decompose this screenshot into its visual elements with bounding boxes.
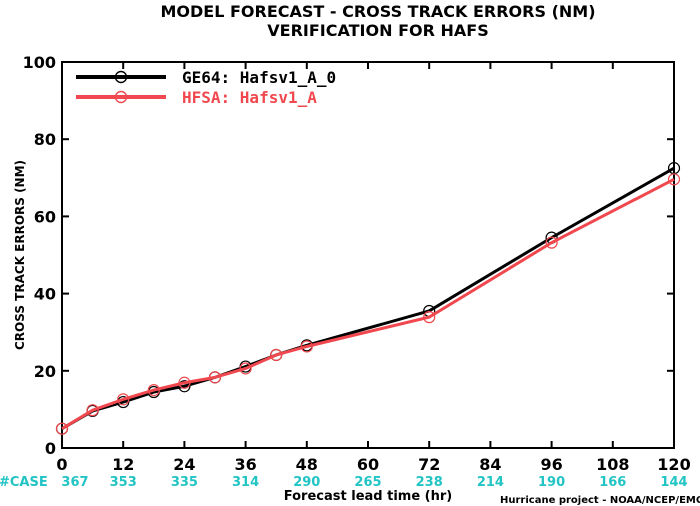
y-tick-label: 40 <box>34 285 56 304</box>
case-count: 367 <box>61 475 88 490</box>
data-point <box>423 311 436 324</box>
x-tick-label: 36 <box>234 455 256 474</box>
legend-label: GE64: Hafsv1_A_0 <box>182 68 336 87</box>
x-tick-label: 0 <box>56 455 67 474</box>
x-tick-label: 72 <box>418 455 440 474</box>
chart-title: MODEL FORECAST - CROSS TRACK ERRORS (NM) <box>160 2 595 21</box>
x-tick-label: 24 <box>173 455 195 474</box>
legend-item: HFSA: Hafsv1_A <box>76 88 317 107</box>
legend-label: HFSA: Hafsv1_A <box>182 88 317 107</box>
x-axis: 0 12 24 36 48 60 72 84 96 108 120 <box>56 62 691 474</box>
data-point <box>300 340 313 353</box>
data-point <box>270 348 283 362</box>
data-point <box>178 376 191 389</box>
chart-subtitle: VERIFICATION FOR HAFS <box>267 21 488 40</box>
case-count: 353 <box>110 475 137 490</box>
data-point <box>208 371 222 384</box>
data-point <box>667 173 681 186</box>
x-axis-label: Forecast lead time (hr) <box>284 489 452 504</box>
series-1 <box>55 173 681 435</box>
data-point <box>117 393 130 406</box>
case-count: 190 <box>538 475 565 490</box>
data-point <box>239 362 252 375</box>
x-tick-label: 96 <box>540 455 562 474</box>
credit-text: Hurricane project - NOAA/NCEP/EMC <box>500 495 700 506</box>
series-layer <box>55 162 681 435</box>
y-tick-label: 80 <box>34 130 56 149</box>
y-tick-label: 60 <box>34 207 56 226</box>
series-line <box>61 178 675 430</box>
data-point <box>178 380 191 393</box>
legend-item: GE64: Hafsv1_A_0 <box>76 68 336 87</box>
case-count: 144 <box>660 475 687 490</box>
case-count: 166 <box>599 475 626 490</box>
y-tick-label: 20 <box>34 362 56 381</box>
x-tick-label: 108 <box>596 455 629 474</box>
y-axis: 0 20 40 60 80 100 <box>23 53 674 458</box>
x-tick-label: 120 <box>657 455 690 474</box>
y-tick-label: 100 <box>23 53 56 72</box>
case-count: 314 <box>232 475 259 490</box>
case-count: 265 <box>354 475 381 490</box>
y-tick-label: 0 <box>45 439 56 458</box>
data-point <box>86 404 99 417</box>
y-axis-label: CROSS TRACK ERRORS (NM) <box>13 160 27 350</box>
legend-marker <box>114 70 128 84</box>
data-point <box>545 236 558 249</box>
case-count: 335 <box>171 475 198 490</box>
data-point <box>55 422 69 435</box>
data-point <box>147 384 160 397</box>
legend-marker <box>114 90 128 104</box>
case-count: 214 <box>477 475 504 490</box>
x-tick-label: 84 <box>479 455 501 474</box>
x-tick-label: 48 <box>296 455 318 474</box>
case-counts: 367 353 335 314 290 265 238 214 190 166 144 <box>61 475 687 490</box>
case-count: 238 <box>416 475 443 490</box>
x-tick-label: 60 <box>357 455 379 474</box>
case-label: #CASE <box>0 475 48 490</box>
case-count: 290 <box>293 475 320 490</box>
x-tick-label: 12 <box>112 455 134 474</box>
